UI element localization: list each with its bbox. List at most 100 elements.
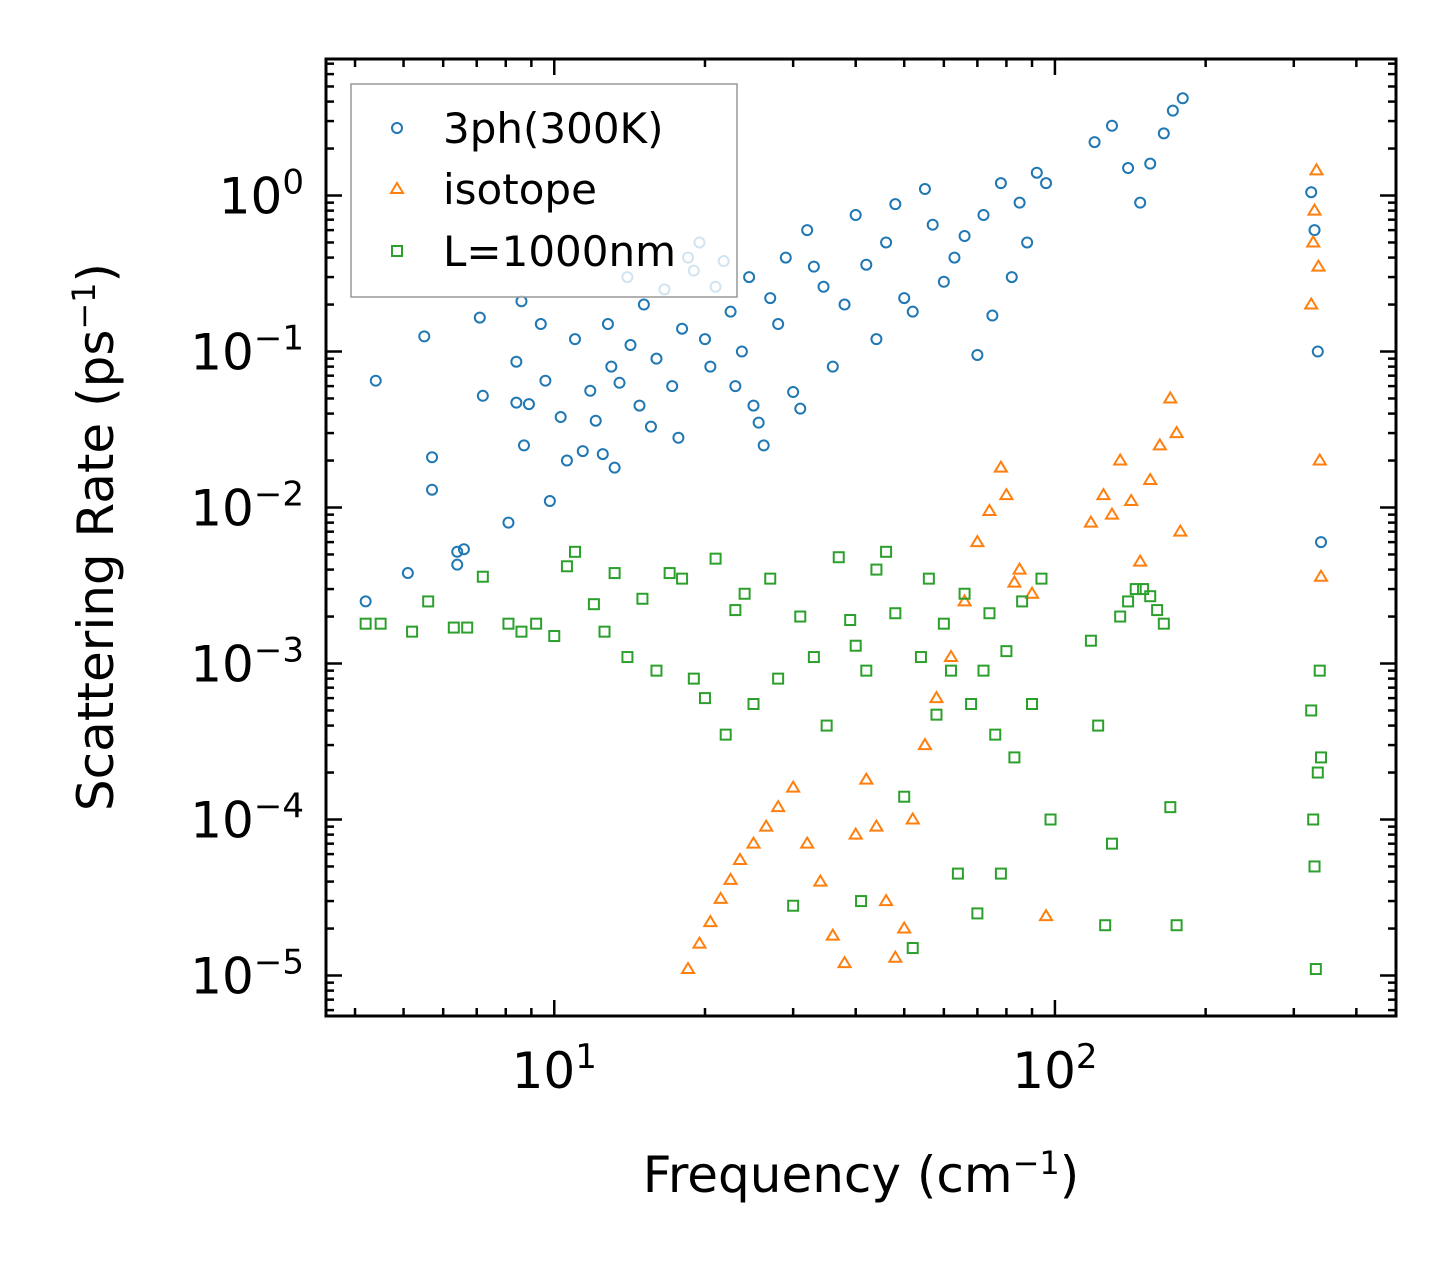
data-point-square <box>1311 766 1324 779</box>
data-point-triangle <box>1305 234 1321 248</box>
data-point-circle <box>637 298 650 311</box>
x-tick-label: 102 <box>1012 1037 1097 1100</box>
data-point-triangle <box>745 835 762 849</box>
data-point-circle <box>608 461 621 474</box>
data-point-circle <box>1134 196 1147 209</box>
data-point-triangle <box>732 852 748 866</box>
data-point-triangle <box>1142 472 1158 486</box>
data-point-square <box>1044 813 1057 826</box>
data-point-circle <box>743 271 756 284</box>
data-point-square <box>1092 719 1105 732</box>
data-point-circle <box>838 298 851 311</box>
data-point-square <box>944 664 957 677</box>
data-point-circle <box>994 177 1007 190</box>
data-point-circle <box>1176 92 1189 105</box>
data-point-circle <box>870 333 883 346</box>
data-point-square <box>930 708 943 721</box>
data-point-triangle <box>770 799 786 813</box>
data-point-circle <box>971 348 984 361</box>
series-2 <box>359 545 1328 976</box>
data-point-square <box>937 617 950 630</box>
data-point-triangle <box>1303 296 1319 310</box>
data-point-triangle <box>917 737 933 751</box>
data-point-square <box>983 607 996 620</box>
series-1 <box>680 162 1329 975</box>
data-point-circle <box>807 260 820 273</box>
data-point-circle <box>605 360 618 373</box>
data-point-circle <box>554 411 567 424</box>
data-point-square <box>636 592 649 605</box>
data-point-square <box>515 625 528 638</box>
tick-labels: 101 102 100 10−1 10−2 10−3 10−4 10−5 <box>190 163 1097 1100</box>
data-point-circle <box>1157 127 1170 140</box>
data-point-triangle <box>712 890 729 904</box>
data-point-square <box>820 719 833 732</box>
data-point-circle <box>735 345 748 358</box>
data-point-circle <box>534 318 547 331</box>
data-point-triangle <box>758 818 774 832</box>
data-point-triangle <box>896 920 912 934</box>
data-point-circle <box>794 402 807 415</box>
data-point-circle <box>757 439 770 452</box>
data-point-square <box>476 570 489 583</box>
data-point-square <box>1000 645 1013 658</box>
data-point-triangle <box>1162 390 1179 404</box>
data-point-square <box>663 567 676 580</box>
data-point-triangle <box>1123 493 1139 507</box>
data-point-square <box>1309 963 1322 976</box>
data-point-triangle <box>1112 452 1128 466</box>
legend-marker-3ph <box>391 122 403 134</box>
data-point-square <box>1170 919 1183 932</box>
data-point-circle <box>849 208 862 221</box>
data-point-square <box>548 630 561 643</box>
data-point-circle <box>779 251 792 264</box>
data-point-circle <box>539 374 552 387</box>
data-point-square <box>729 604 742 617</box>
y-axis-label: Scattering Rate (ps−1) <box>65 263 125 811</box>
data-point-circle <box>747 399 760 412</box>
data-point-triangle <box>981 503 998 516</box>
data-point-square <box>855 895 868 908</box>
y-tick-label: 10−4 <box>190 786 304 849</box>
data-point-circle <box>624 339 637 352</box>
data-point-square <box>422 595 435 608</box>
data-point-square <box>502 617 515 630</box>
data-point-circle <box>584 384 597 397</box>
data-point-square <box>764 572 777 585</box>
data-point-triangle <box>1104 506 1120 520</box>
data-point-circle <box>633 399 646 412</box>
data-point-square <box>1099 919 1112 932</box>
data-point-square <box>738 587 751 600</box>
data-point-circle <box>1021 236 1034 249</box>
data-point-circle <box>418 330 431 343</box>
data-point-triangle <box>1310 258 1327 272</box>
data-point-square <box>1307 813 1320 826</box>
data-point-circle <box>672 431 685 444</box>
data-point-square <box>587 598 600 611</box>
data-point-square <box>709 552 722 565</box>
data-point-square <box>406 625 419 638</box>
data-point-circle <box>898 292 911 305</box>
data-point-square <box>676 572 689 585</box>
data-point-square <box>1129 583 1142 596</box>
data-point-triangle <box>1024 585 1040 599</box>
data-point-circle <box>906 305 919 318</box>
data-point-triangle <box>1038 908 1054 922</box>
data-point-circle <box>698 333 711 346</box>
data-point-triangle <box>1011 561 1028 575</box>
data-point-square <box>951 867 964 880</box>
data-point-circle <box>1040 177 1053 190</box>
data-point-square <box>359 617 372 630</box>
y-tick-label: 10−5 <box>190 942 304 1005</box>
data-point-square <box>1084 634 1097 647</box>
data-point-square <box>898 790 911 803</box>
data-point-square <box>1035 572 1048 585</box>
y-tick-label: 10−1 <box>190 319 304 382</box>
legend: 3ph(300K) isotope L=1000nm <box>350 83 738 298</box>
data-point-circle <box>426 483 439 496</box>
data-point-circle <box>764 292 777 305</box>
data-point-square <box>608 567 621 580</box>
data-point-square <box>1144 590 1157 603</box>
data-point-square <box>1105 837 1118 850</box>
data-point-square <box>958 587 971 600</box>
